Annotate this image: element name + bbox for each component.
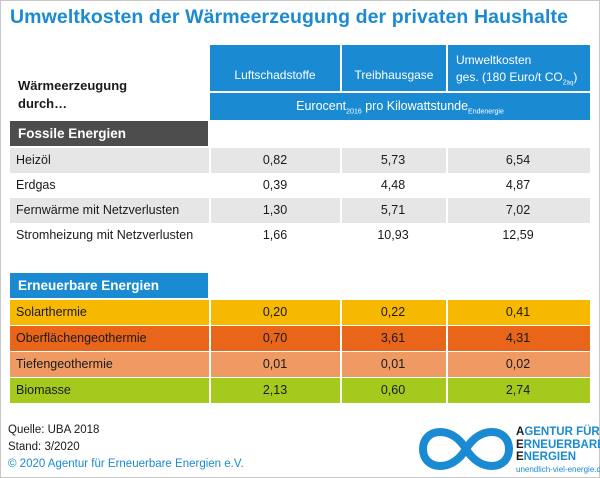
table-row: Erdgas 0,39 4,48 4,87 xyxy=(10,173,590,198)
value-umweltkosten: 7,02 xyxy=(505,203,531,217)
column-divider xyxy=(209,148,211,248)
column-divider xyxy=(209,300,211,403)
col-header-treibhausgase: Treibhausgase xyxy=(342,45,446,91)
table-row: Fernwärme mit Netzverlusten 1,30 5,71 7,… xyxy=(10,198,590,223)
unit-bar: Eurocent2016 pro KilowattstundeEndenergi… xyxy=(210,93,590,120)
column-divider xyxy=(340,300,342,403)
value-luftschadstoffe: 0,82 xyxy=(262,153,288,167)
value-treibhausgase: 5,71 xyxy=(380,203,406,217)
col-header-umweltkosten-line2: ges. (180 Euro/t CO2äq) xyxy=(456,70,578,87)
value-umweltkosten: 12,59 xyxy=(502,228,534,242)
value-umweltkosten: 2,74 xyxy=(505,383,531,397)
value-treibhausgase: 0,22 xyxy=(380,305,406,319)
value-treibhausgase: 0,01 xyxy=(380,357,406,371)
value-umweltkosten: 6,54 xyxy=(505,153,531,167)
value-umweltkosten: 4,31 xyxy=(505,331,531,345)
column-divider xyxy=(446,148,448,248)
value-luftschadstoffe: 0,01 xyxy=(262,357,288,371)
row-label-header: Wärmeerzeugung durch… xyxy=(18,77,127,113)
table-row: Oberflächengeothermie 0,70 3,61 4,31 xyxy=(10,326,590,351)
row-label: Heizöl xyxy=(16,153,51,167)
row-label: Tiefengeothermie xyxy=(16,357,113,371)
value-luftschadstoffe: 2,13 xyxy=(262,383,288,397)
value-umweltkosten: 0,02 xyxy=(505,357,531,371)
infinity-icon xyxy=(418,427,514,471)
row-label: Solarthermie xyxy=(16,305,87,319)
value-treibhausgase: 5,73 xyxy=(380,153,406,167)
source-note: Quelle: UBA 2018 xyxy=(8,424,100,436)
table-row: Stromheizung mit Netzverlusten 1,66 10,9… xyxy=(10,223,590,248)
value-umweltkosten: 0,41 xyxy=(505,305,531,319)
page-title: Umweltkosten der Wärmeerzeugung der priv… xyxy=(10,6,569,28)
row-label: Fernwärme mit Netzverlusten xyxy=(16,203,180,217)
row-label: Oberflächengeothermie xyxy=(16,331,147,345)
value-umweltkosten: 4,87 xyxy=(505,178,531,192)
aee-logo: AGENTUR FÜR ERNEUERBARE ENERGIEN unendli… xyxy=(418,424,600,474)
col-header-treibhausgase-text: Treibhausgase xyxy=(354,68,434,82)
value-luftschadstoffe: 0,20 xyxy=(262,305,288,319)
column-divider xyxy=(340,148,342,248)
value-luftschadstoffe: 0,70 xyxy=(262,331,288,345)
value-luftschadstoffe: 1,66 xyxy=(262,228,288,242)
column-divider xyxy=(446,300,448,403)
value-treibhausgase: 10,93 xyxy=(377,228,409,242)
table-row: Biomasse 2,13 0,60 2,74 xyxy=(10,378,590,403)
date-note: Stand: 3/2020 xyxy=(8,441,80,453)
row-label-line1: Wärmeerzeugung xyxy=(18,78,128,93)
col-header-luftschadstoffe: Luftschadstoffe xyxy=(210,45,340,91)
value-treibhausgase: 0,60 xyxy=(380,383,406,397)
table-row: Solarthermie 0,20 0,22 0,41 xyxy=(10,300,590,325)
table-row: Heizöl 0,82 5,73 6,54 xyxy=(10,148,590,173)
value-luftschadstoffe: 0,39 xyxy=(262,178,288,192)
col-header-umweltkosten-line1: Umweltkosten xyxy=(456,53,532,67)
table-row: Tiefengeothermie 0,01 0,01 0,02 xyxy=(10,352,590,377)
copyright-note: © 2020 Agentur für Erneuerbare Energien … xyxy=(8,458,244,470)
section-header-fossil: Fossile Energien xyxy=(10,121,208,146)
col-header-luftschadstoffe-text: Luftschadstoffe xyxy=(234,68,316,82)
logo-text: AGENTUR FÜR ERNEUERBARE ENERGIEN unendli… xyxy=(516,426,600,476)
row-label: Erdgas xyxy=(16,178,56,192)
value-treibhausgase: 3,61 xyxy=(380,331,406,345)
logo-url: unendlich-viel-energie.de xyxy=(516,464,600,474)
col-header-umweltkosten: Umweltkosten ges. (180 Euro/t CO2äq) xyxy=(448,45,590,91)
value-luftschadstoffe: 1,30 xyxy=(262,203,288,217)
row-label: Stromheizung mit Netzverlusten xyxy=(16,228,194,242)
value-treibhausgase: 4,48 xyxy=(380,178,406,192)
section-header-renewable: Erneuerbare Energien xyxy=(10,273,208,298)
row-label-line2: durch… xyxy=(18,96,68,111)
row-label: Biomasse xyxy=(16,383,71,397)
